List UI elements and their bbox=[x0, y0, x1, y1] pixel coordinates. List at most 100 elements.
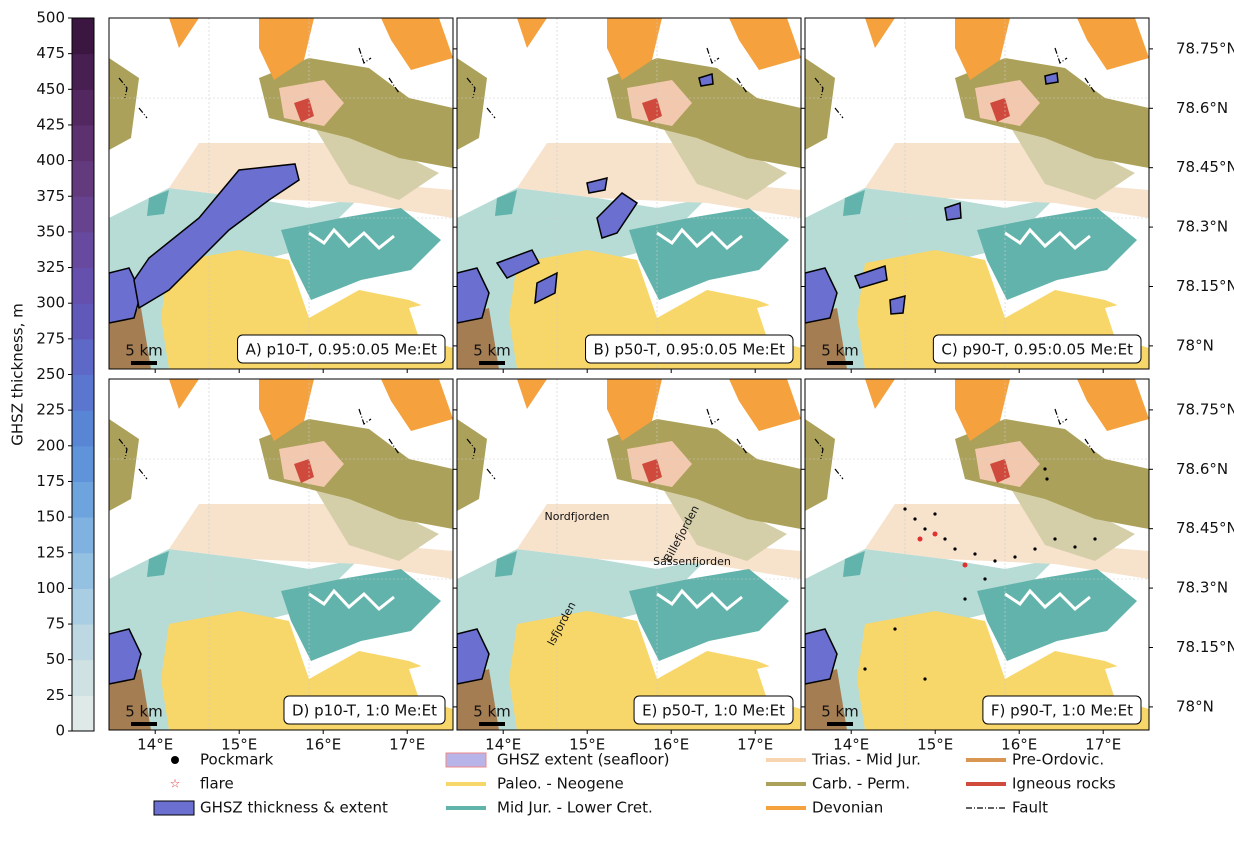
colorbar-tick-label: 125 bbox=[36, 543, 65, 561]
scale-label: 5 km bbox=[473, 703, 511, 721]
basemap bbox=[805, 18, 1149, 369]
map-panel: 5 kmB) p50-T, 0.95:0.05 Me:Et bbox=[457, 18, 805, 373]
colorbar-band bbox=[72, 588, 94, 624]
colorbar-band bbox=[72, 18, 94, 54]
colorbar-tick-label: 75 bbox=[46, 615, 65, 633]
colorbar-tick-label: 25 bbox=[46, 686, 65, 704]
legend-label: GHSZ thickness & extent bbox=[200, 799, 388, 817]
colorbar-tick-label: 350 bbox=[36, 222, 65, 240]
legend-label: Pre-Ordovic. bbox=[1012, 751, 1104, 769]
lon-tick-label: 14°E bbox=[137, 736, 173, 754]
lat-tick-label: 78.75°N bbox=[1176, 400, 1234, 418]
colorbar-band bbox=[72, 553, 94, 589]
colorbar-tick-label: 250 bbox=[36, 365, 65, 383]
map-content bbox=[109, 379, 453, 730]
scale-bar bbox=[827, 722, 853, 726]
basemap bbox=[109, 379, 453, 730]
figure: 0255075100125150175200225250275300325350… bbox=[0, 0, 1234, 849]
legend-symbol bbox=[171, 756, 179, 764]
lat-tick-label: 78.15°N bbox=[1176, 277, 1234, 295]
lat-tick-label: 78.45°N bbox=[1176, 519, 1234, 537]
basemap bbox=[457, 379, 801, 730]
lat-tick-label: 78°N bbox=[1176, 697, 1214, 715]
lat-tick-label: 78.75°N bbox=[1176, 39, 1234, 57]
legend-symbol bbox=[154, 801, 194, 815]
colorbar-tick-label: 50 bbox=[46, 650, 65, 668]
colorbar-tick-label: 150 bbox=[36, 508, 65, 526]
scale-bar bbox=[131, 361, 157, 365]
scale-label: 5 km bbox=[821, 703, 859, 721]
map-content bbox=[109, 18, 453, 369]
colorbar-tick-label: 475 bbox=[36, 44, 65, 62]
colorbar-tick-label: 400 bbox=[36, 151, 65, 169]
scale-label: 5 km bbox=[125, 703, 163, 721]
legend-label: Pockmark bbox=[200, 751, 274, 769]
colorbar-tick-label: 450 bbox=[36, 80, 65, 98]
colorbar-band bbox=[72, 54, 94, 90]
scale-bar bbox=[479, 361, 505, 365]
colorbar-tick-label: 0 bbox=[55, 722, 65, 740]
scale-label: 5 km bbox=[821, 342, 859, 360]
scale-bar bbox=[827, 361, 853, 365]
legend-label: Igneous rocks bbox=[1012, 775, 1116, 793]
map-panel: 5 kmD) p10-T, 1:0 Me:Et bbox=[109, 379, 457, 734]
lat-tick-label: 78.3°N bbox=[1176, 218, 1228, 236]
colorbar-band bbox=[72, 232, 94, 268]
colorbar-band bbox=[72, 89, 94, 125]
map-content bbox=[805, 379, 1149, 730]
basemap bbox=[805, 379, 1149, 730]
legend-label: Trias. - Mid Jur. bbox=[811, 751, 921, 769]
colorbar-band bbox=[72, 161, 94, 197]
lat-tick-label: 78.6°N bbox=[1176, 99, 1228, 117]
map-panel: 5 km F) p90-T, 1:0 Me:Et bbox=[805, 379, 1153, 734]
lon-tick-label: 16°E bbox=[305, 736, 341, 754]
panel-title: E) p50-T, 1:0 Me:Et bbox=[642, 702, 785, 720]
map-content bbox=[805, 18, 1149, 369]
legend-label: Paleo. - Neogene bbox=[497, 775, 624, 793]
colorbar-tick-label: 300 bbox=[36, 294, 65, 312]
legend-symbol: ☆ bbox=[170, 777, 181, 791]
map-panel: 5 km A) p10-T, 0.95:0.05 Me:Et bbox=[109, 18, 457, 373]
colorbar-label: GHSZ thickness, m bbox=[9, 303, 27, 445]
colorbar-tick-label: 100 bbox=[36, 579, 65, 597]
scale-bar bbox=[131, 722, 157, 726]
colorbar-band bbox=[72, 695, 94, 731]
colorbar-band bbox=[72, 481, 94, 517]
place-name: Nordfjorden bbox=[545, 510, 610, 523]
panel-title: C) p90-T, 0.95:0.05 Me:Et bbox=[941, 341, 1133, 359]
scale-label: 5 km bbox=[473, 342, 511, 360]
scale-label: 5 km bbox=[125, 342, 163, 360]
legend-label: Fault bbox=[1012, 799, 1048, 817]
colorbar-band bbox=[72, 660, 94, 696]
colorbar-tick-label: 375 bbox=[36, 187, 65, 205]
colorbar-tick-label: 425 bbox=[36, 115, 65, 133]
legend-label: Mid Jur. - Lower Cret. bbox=[497, 799, 653, 817]
lat-tick-label: 78.6°N bbox=[1176, 460, 1228, 478]
colorbar-band bbox=[72, 303, 94, 339]
colorbar-tick-label: 275 bbox=[36, 329, 65, 347]
scale-bar bbox=[479, 722, 505, 726]
lat-tick-label: 78°N bbox=[1176, 336, 1214, 354]
colorbar-tick-label: 225 bbox=[36, 401, 65, 419]
legend-label: Carb. - Perm. bbox=[812, 775, 910, 793]
legend-label: GHSZ extent (seafloor) bbox=[497, 751, 670, 769]
colorbar-band bbox=[72, 517, 94, 553]
panel-title: A) p10-T, 0.95:0.05 Me:Et bbox=[246, 341, 438, 359]
basemap bbox=[457, 18, 801, 369]
colorbar-band bbox=[72, 125, 94, 161]
lat-tick-label: 78.15°N bbox=[1176, 638, 1234, 656]
colorbar-band bbox=[72, 196, 94, 232]
colorbar-band bbox=[72, 268, 94, 304]
legend-label: flare bbox=[200, 775, 234, 793]
panel-title: F) p90-T, 1:0 Me:Et bbox=[991, 702, 1133, 720]
colorbar-band bbox=[72, 339, 94, 375]
place-name: Sassenfjorden bbox=[653, 555, 731, 568]
legend-symbol bbox=[446, 753, 486, 767]
legend-label: Devonian bbox=[812, 799, 883, 817]
lon-tick-label: 17°E bbox=[389, 736, 425, 754]
lon-tick-label: 17°E bbox=[737, 736, 773, 754]
colorbar-tick-label: 175 bbox=[36, 472, 65, 490]
colorbar-band bbox=[72, 410, 94, 446]
colorbar-band bbox=[72, 624, 94, 660]
